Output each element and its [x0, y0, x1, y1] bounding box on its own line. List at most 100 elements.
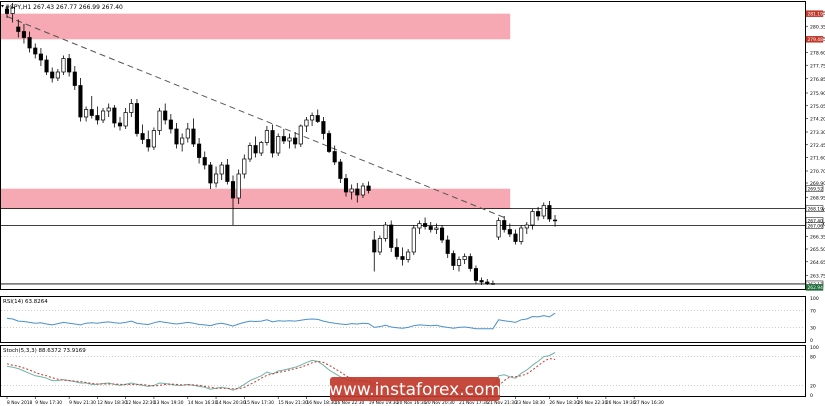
candle-body-bull	[129, 103, 134, 113]
price-tag-label: 269.52	[808, 187, 824, 193]
price-axis: 281.25280.35279.55278.60277.75276.85275.…	[805, 11, 825, 279]
candle-body-bull	[298, 125, 303, 145]
candle-body-bull	[349, 188, 354, 193]
candle-body-bear	[163, 110, 168, 121]
rsi-tick-label: 30	[810, 325, 816, 331]
candle-body-bull	[55, 71, 60, 79]
candle	[191, 118, 196, 147]
candle-body-bull	[287, 137, 292, 142]
panel-collapse-icon[interactable]	[1, 5, 4, 8]
time-tick-label: 16 Nov 18:30	[306, 400, 336, 406]
candle	[230, 175, 236, 225]
candle	[219, 162, 224, 180]
candle-body-bear	[485, 281, 490, 284]
candle	[112, 105, 117, 128]
price-tick-label: 269.90	[810, 181, 825, 187]
time-tick-label: 14 Nov 16:30	[188, 400, 218, 406]
candle	[253, 136, 258, 158]
candle	[264, 126, 269, 146]
candle	[84, 106, 89, 122]
candle	[360, 183, 366, 198]
candle-body-bear	[202, 157, 207, 166]
horizontal-levels	[1, 208, 805, 285]
time-tick-label: 9 Nov 21:30	[69, 400, 96, 406]
candle-body-bear	[468, 256, 473, 269]
candle	[174, 123, 179, 149]
candle-body-bear	[208, 164, 213, 184]
price-tick-label: 274.20	[810, 117, 825, 123]
stochastic-title: Stoch(5,3,3) 88.6372 73.9169	[3, 348, 86, 354]
candle	[417, 220, 422, 234]
candle-body-bear	[400, 256, 405, 260]
candle-body-bull	[496, 220, 501, 238]
candle	[479, 277, 484, 285]
candle-body-bear	[191, 128, 196, 145]
price-tick-label: 278.60	[810, 51, 825, 57]
time-tick-label: 27 Nov 16:30	[634, 400, 664, 406]
time-axis: 8 Nov 2018 9 Nov 17:30 9 Nov 21:30 12 Nov 1…	[6, 396, 664, 406]
candle-body-bull	[417, 223, 422, 229]
candle	[462, 253, 467, 264]
candle	[423, 217, 428, 230]
candle-body-bear	[366, 185, 371, 191]
price-tick-label: 265.50	[810, 247, 825, 253]
candle-body-bull	[411, 227, 416, 253]
candle	[72, 66, 77, 90]
symbol-header: #SPY,H1 267.43 267.77 266.99 267.40	[5, 4, 123, 11]
candle	[44, 55, 49, 75]
candle-body-bear	[428, 226, 433, 230]
candle	[185, 123, 190, 143]
time-tick-label: 19 Nov 19:30	[369, 400, 399, 406]
candle-body-bull	[123, 112, 128, 127]
price-panel: #SPY,H1 267.43 267.77 266.99 267.40	[0, 1, 806, 290]
price-tag-label: 268.19	[808, 206, 824, 212]
candle	[372, 231, 377, 272]
candle-body-bear	[67, 58, 72, 73]
candle	[10, 3, 15, 23]
candle-body-bear	[38, 53, 43, 61]
candle	[276, 133, 281, 156]
candle-body-bear	[479, 280, 484, 283]
time-tick-label: 26 Nov 22:30	[578, 400, 608, 406]
candle-body-bear	[168, 119, 173, 130]
candle	[541, 202, 546, 219]
candle-body-bear	[343, 178, 349, 193]
candle	[33, 43, 38, 59]
price-tag	[805, 185, 824, 192]
candlestick-series	[4, 3, 558, 285]
candle	[298, 124, 303, 147]
candle	[89, 96, 94, 119]
time-tick-label: 8 Nov 2018	[7, 400, 33, 406]
time-tick-label: 23 Nov 18:30	[516, 400, 546, 406]
candle	[445, 235, 450, 258]
candle	[106, 103, 111, 117]
candle	[95, 106, 100, 125]
candle	[536, 207, 541, 221]
candle	[456, 256, 462, 272]
candle-body-bear	[134, 103, 140, 134]
candle-body-bull	[530, 211, 535, 226]
candle	[50, 67, 55, 83]
candle	[451, 250, 456, 270]
candle	[355, 183, 360, 203]
candle-body-bear	[146, 139, 151, 148]
candle-body-bear	[16, 26, 21, 32]
candle	[547, 201, 552, 222]
time-tick-label: 21 Nov 21:30	[487, 400, 517, 406]
candle-body-bull	[456, 259, 462, 266]
rsi-tick-label: 100	[810, 296, 819, 302]
candle-body-bull	[84, 109, 89, 118]
time-tick-label: 14 Nov 20:30	[216, 400, 246, 406]
candle	[259, 141, 264, 156]
time-tick-label: 12 Nov 22:30	[126, 400, 156, 406]
price-tag-label: 267.40	[808, 218, 824, 224]
candle	[524, 222, 529, 234]
candle-body-bear	[473, 268, 479, 281]
candle-body-bull	[247, 145, 253, 160]
candle	[180, 133, 185, 152]
candle-body-bear	[4, 8, 10, 14]
candle	[168, 114, 173, 134]
candle	[473, 265, 479, 284]
